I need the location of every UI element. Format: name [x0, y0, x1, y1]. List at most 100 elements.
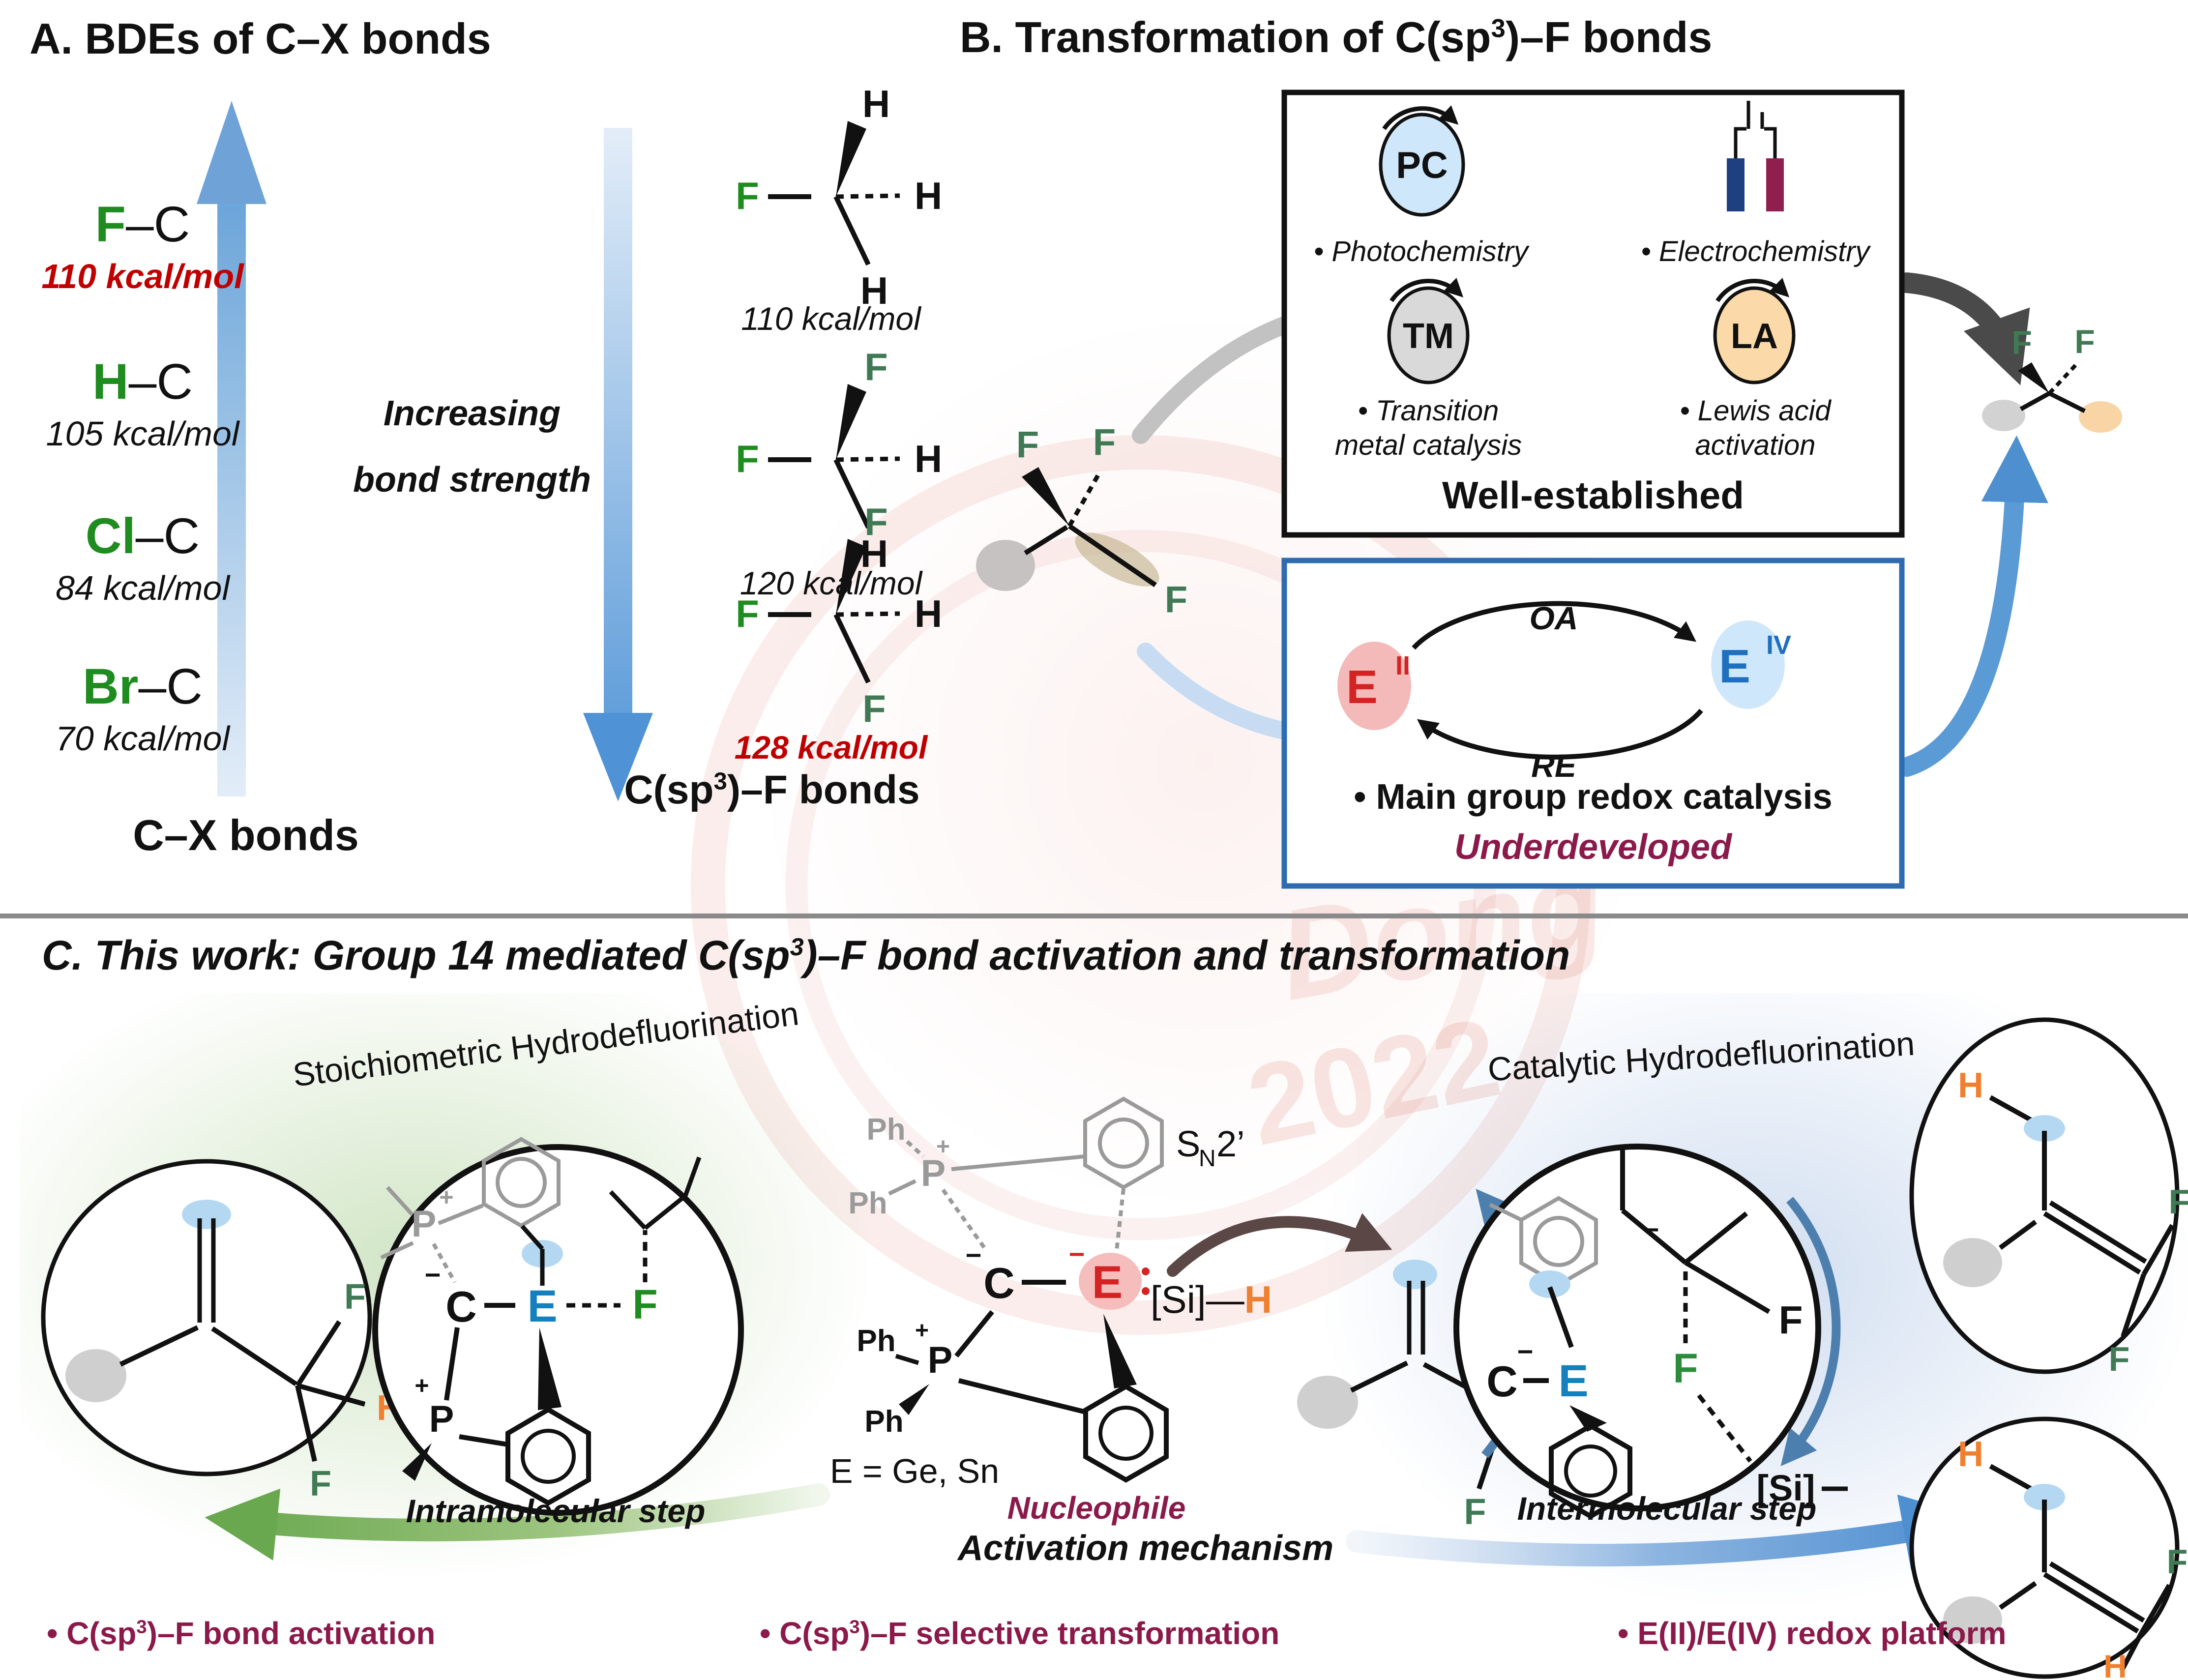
f-atom: F	[2074, 323, 2095, 360]
si-group-text: [Si]	[1151, 1278, 1206, 1321]
activation-label: Activation mechanism	[895, 1528, 1396, 1568]
f-atom: F	[1093, 421, 1116, 463]
csp3-sup: 3	[713, 767, 727, 795]
e-atom: E	[527, 1281, 557, 1331]
intermolecular-arrow	[1346, 1494, 1980, 1570]
bullet-post: )–F bond activation	[147, 1616, 436, 1651]
activation-text: Activation mechanism	[957, 1529, 1334, 1568]
ch2-highlight	[1393, 1260, 1437, 1289]
electrochemistry-text: • Electrochemistry	[1641, 236, 1870, 267]
plus-charge: +	[414, 1372, 429, 1399]
generic-group-ball	[1297, 1376, 1358, 1429]
halogen-label: H	[92, 354, 129, 410]
h-atom: H	[860, 269, 888, 312]
structure-value-1: 110 kcal/mol	[679, 300, 983, 337]
e2-species: E	[1346, 661, 1378, 713]
f-atom: F	[864, 345, 888, 388]
si-group: [Si]	[1756, 1468, 1815, 1508]
product-circle-bottom: H F H	[1909, 1416, 2188, 1680]
la-caption-2: activation	[1632, 429, 1878, 462]
oa-label: OA	[1530, 600, 1578, 636]
bond-partner-label: –C	[125, 196, 190, 252]
underdeveloped-text: Underdeveloped	[1454, 827, 1732, 867]
generic-group-ball	[65, 1349, 126, 1402]
plus-charge-gray: +	[439, 1183, 453, 1211]
fluoromethane-structure: F H H H	[736, 82, 942, 312]
structure-value-text: 128 kcal/mol	[734, 729, 928, 766]
f-atom: F	[2167, 1542, 2188, 1581]
silane-label: [Si]—H	[1151, 1277, 1272, 1322]
e2-species-halo	[1337, 642, 1411, 730]
wedge-bond	[1569, 1405, 1607, 1432]
re-arrow	[1417, 708, 1703, 760]
panel-c-title-sup: 3	[790, 933, 804, 961]
h-atom: H	[1958, 1435, 1983, 1474]
halogen-label: F	[95, 196, 126, 252]
cx-bonds-label: C–X bonds	[30, 810, 462, 860]
redox-cycle: E II E IV OA RE	[1337, 600, 1791, 784]
bullet-post: )–F selective transformation	[859, 1616, 1280, 1651]
generic-group-ball	[1943, 1596, 2002, 1644]
catalytic-complex-circle: C − E − F F [Si]	[1453, 1144, 1848, 1519]
ph-group: Ph	[864, 1405, 903, 1439]
bond-partner-label: –C	[135, 508, 200, 564]
main-group-text: • Main group redox catalysis	[1354, 777, 1833, 817]
wedge-bond	[402, 1443, 432, 1481]
bullet-1: • C(sp3)–F bond activation	[47, 1615, 435, 1651]
down-arrow	[583, 128, 653, 801]
f-atom: F	[344, 1277, 366, 1317]
csp3-pre: C(sp	[624, 767, 714, 812]
la-label: LA	[1731, 317, 1778, 356]
e4-oxidation-state: IV	[1766, 630, 1791, 660]
panel-a-title: A. BDEs of C–X bonds	[30, 14, 491, 64]
nucleophile-text: Nucleophile	[1007, 1490, 1186, 1526]
ch2-highlight	[182, 1200, 231, 1229]
increasing-text: Increasing	[383, 394, 561, 433]
ph-group-gray: Ph	[848, 1186, 887, 1220]
generic-group-ball	[1943, 1238, 2002, 1287]
hdf-product-circle: F H F	[41, 1159, 402, 1503]
cx-bonds-text: C–X bonds	[133, 811, 359, 859]
stoich-complex-circle: P + − C E F + P	[372, 1137, 744, 1516]
h-atom: H	[860, 532, 888, 575]
bullet-3: • E(II)/E(IV) redox platform	[1618, 1615, 2006, 1651]
bde-value-text: 105 kcal/mol	[46, 414, 239, 453]
f-atom: F	[2169, 1182, 2188, 1221]
minus-charge: −	[1517, 1336, 1534, 1367]
minus-charge-red: −	[1069, 1238, 1085, 1269]
e-atom: E	[1558, 1356, 1588, 1406]
photochemistry-label: • Photochemistry	[1298, 235, 1544, 268]
bde-value-brc: 70 kcal/mol	[0, 719, 285, 758]
bond-partner-label: –C	[138, 658, 203, 714]
structure-value-3: 128 kcal/mol	[679, 729, 983, 766]
well-established-label: Well-established	[1288, 473, 1898, 518]
h-atom: H	[1958, 1066, 1983, 1105]
p-atom: P	[928, 1339, 953, 1381]
panel-b-title: B. Transformation of C(sp3)–F bonds	[960, 12, 1712, 62]
intermolecular-label: Intermolecular step	[1446, 1490, 1888, 1527]
electrochemistry-label: • Electrochemistry	[1627, 235, 1883, 268]
panel-divider	[0, 914, 2188, 918]
cf3-substrate-molecule: F F F	[976, 421, 1187, 620]
lone-pair-dot	[1142, 1267, 1150, 1275]
tm-caption-text: • Transition	[1358, 395, 1499, 427]
minus-charge: −	[1643, 1214, 1659, 1245]
bde-value-text: 70 kcal/mol	[55, 719, 230, 758]
f-atom: F	[1165, 579, 1187, 620]
trifluoromethane-structure: F F H F	[736, 500, 942, 730]
sn2-prime: 2’	[1216, 1123, 1245, 1164]
h-atom: H	[915, 174, 942, 217]
e-atom-halo	[1079, 1253, 1142, 1310]
tm-caption-1: • Transition	[1305, 394, 1551, 427]
panel-a-title-text: A. BDEs of C–X bonds	[30, 14, 491, 63]
sn2-sub: N	[1199, 1146, 1216, 1172]
plus-charge: +	[915, 1318, 929, 1344]
bde-value-clc: 84 kcal/mol	[0, 568, 285, 608]
re-label: RE	[1531, 747, 1577, 784]
ch2-highlight	[2024, 1115, 2065, 1142]
e2-oxidation-state: II	[1395, 651, 1410, 680]
p-atom: P	[429, 1398, 454, 1440]
structure-value-text: 110 kcal/mol	[741, 300, 921, 337]
bde-item-clc: Cl–C	[20, 507, 266, 565]
